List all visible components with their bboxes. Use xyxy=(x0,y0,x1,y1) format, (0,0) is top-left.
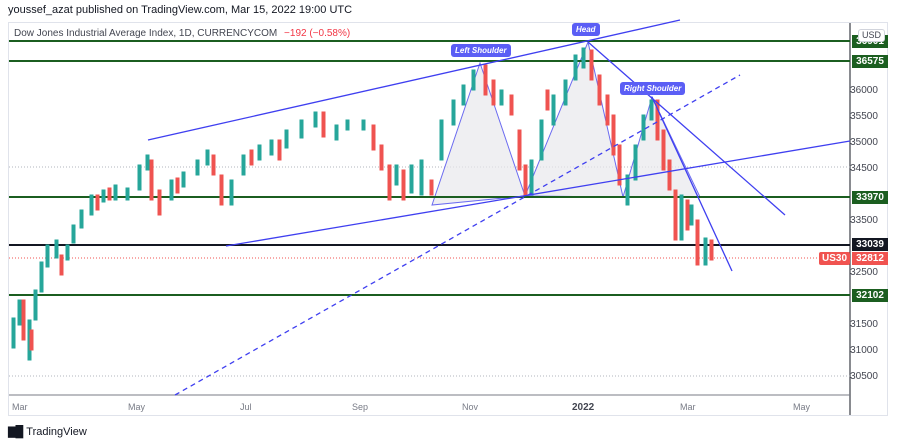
chart-frame[interactable] xyxy=(8,22,888,416)
footer-brand[interactable]: ▇█ TradingView xyxy=(8,425,87,439)
dashed-trend-line xyxy=(174,74,741,396)
price-tag-36575: 36575 xyxy=(852,55,888,68)
price-change: −192 (−0.58%) xyxy=(284,28,351,39)
time-label-2022: 2022 xyxy=(572,402,595,413)
price-label-33500: 33500 xyxy=(850,215,878,226)
price-label-35000: 35000 xyxy=(850,137,878,148)
right-shoulder-label: Right Shoulder xyxy=(620,82,686,95)
time-label-jul: Jul xyxy=(240,402,252,412)
price-label-32500: 32500 xyxy=(850,267,878,278)
symbol-legend: Dow Jones Industrial Average Index, 1D, … xyxy=(14,28,350,39)
trend-lines xyxy=(147,19,851,396)
upper-channel-line xyxy=(147,19,681,141)
publisher-line: youssef_azat published on TradingView.co… xyxy=(8,4,353,16)
time-label-may-2021: May xyxy=(128,402,146,412)
price-label-31000: 31000 xyxy=(850,345,878,356)
time-label-sep: Sep xyxy=(352,402,369,412)
price-label-36000: 36000 xyxy=(850,85,878,96)
head-downtrend-line xyxy=(587,41,786,216)
head-label: Head xyxy=(572,23,600,36)
time-label-mar-2022: Mar xyxy=(680,402,696,412)
price-tag-33970: 33970 xyxy=(852,191,888,204)
right-shoulder-downtrend-line xyxy=(651,96,733,272)
grid-lines xyxy=(9,166,850,377)
price-tag-last: 32812 xyxy=(852,252,888,265)
currency-badge[interactable]: USD xyxy=(858,29,886,42)
price-tag-33039: 33039 xyxy=(852,238,888,251)
lower-channel-line xyxy=(225,140,851,247)
tradingview-logo-icon: ▇█ xyxy=(8,426,23,438)
time-label-may-2022: May xyxy=(793,402,811,412)
symbol-title: Dow Jones Industrial Average Index, 1D, … xyxy=(14,28,278,39)
price-tag-32102: 32102 xyxy=(852,289,888,302)
price-label-31500: 31500 xyxy=(850,319,878,330)
time-label-nov: Nov xyxy=(462,402,479,412)
time-label-mar-2021: Mar xyxy=(12,402,28,412)
symbol-tag: US30 xyxy=(819,252,851,265)
price-label-35500: 35500 xyxy=(850,111,878,122)
left-shoulder-label: Left Shoulder xyxy=(451,44,511,57)
candles xyxy=(11,47,714,361)
brand-name: TradingView xyxy=(26,425,87,438)
price-label-30500: 30500 xyxy=(850,371,878,382)
price-label-34500: 34500 xyxy=(850,163,878,174)
